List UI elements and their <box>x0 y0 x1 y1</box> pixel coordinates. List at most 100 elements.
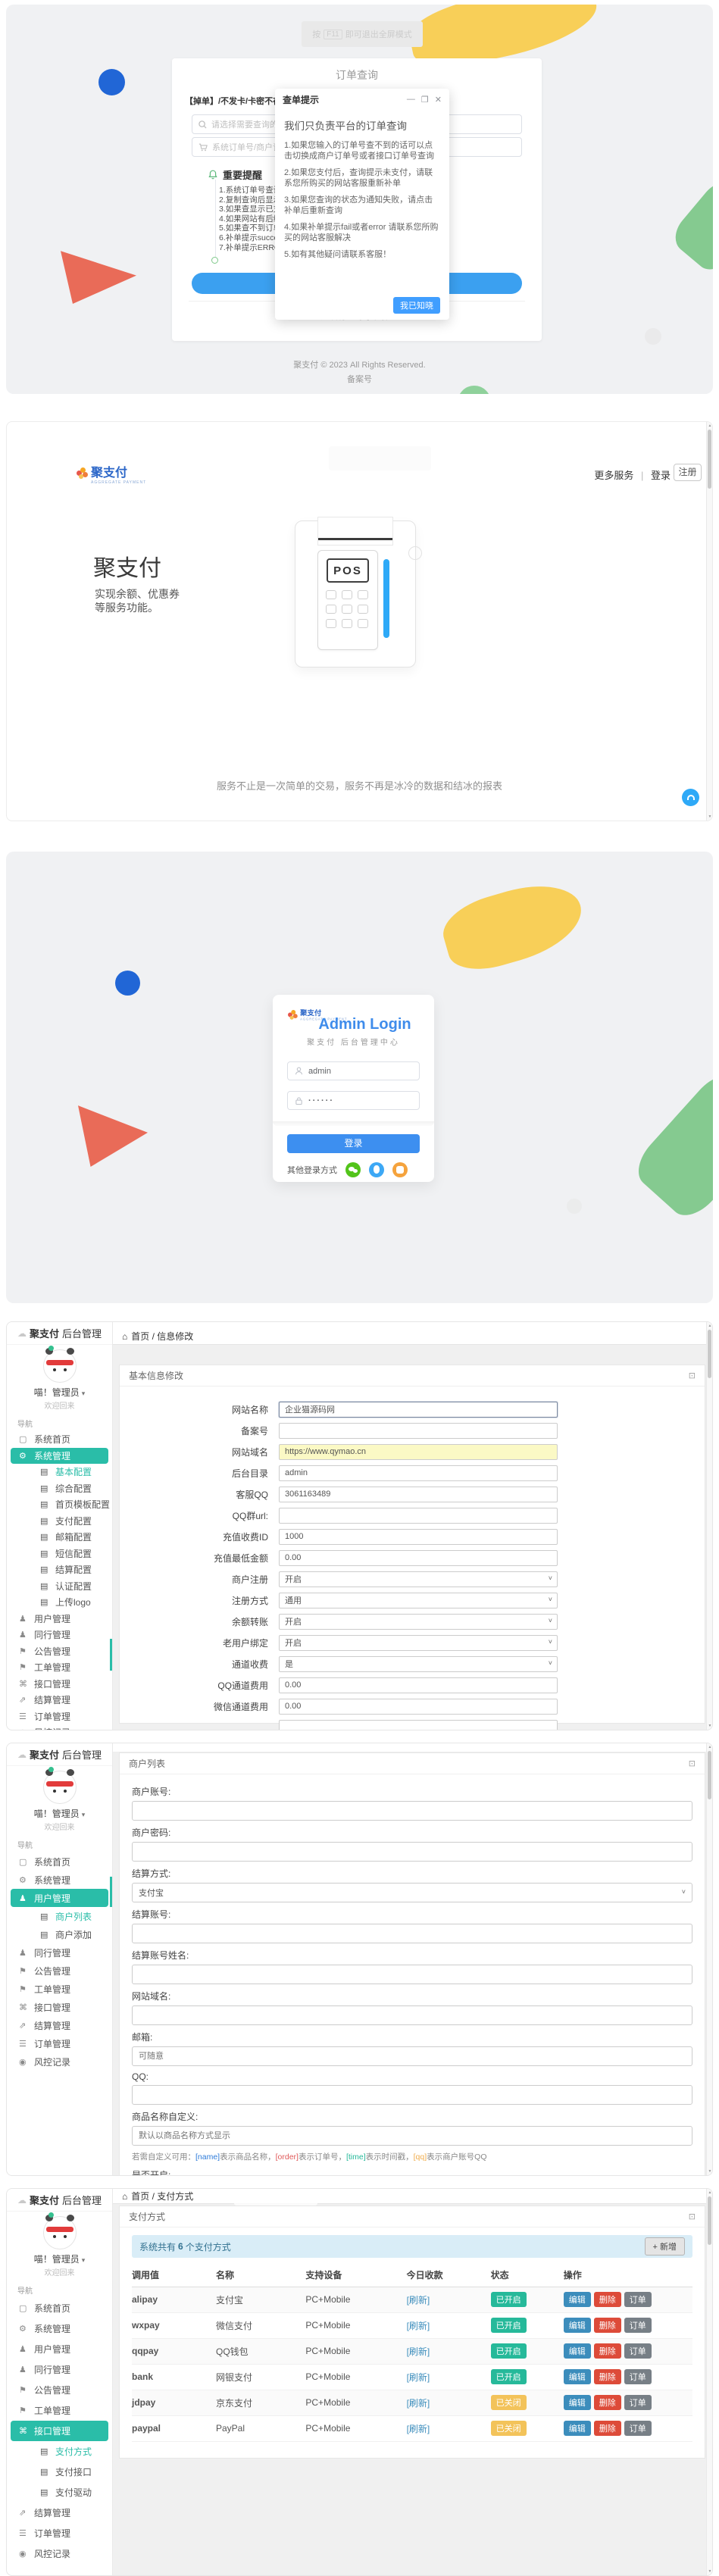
delete-button[interactable]: 删除 <box>593 2369 621 2384</box>
customer-service-button[interactable] <box>682 789 699 806</box>
field-input[interactable] <box>279 1655 558 1672</box>
field-input[interactable] <box>132 1801 692 1821</box>
sidebar-item[interactable]: 接口管理 <box>11 2421 108 2441</box>
sidebar-item[interactable]: 支付接口 <box>7 2462 112 2482</box>
sidebar-item[interactable]: 系统首页 <box>7 1852 112 1871</box>
field-input[interactable] <box>132 2085 692 2105</box>
sidebar-item[interactable]: 工单管理 <box>7 2400 112 2421</box>
admin-username[interactable]: 喵！管理员 ▾ <box>33 2254 86 2265</box>
field-input[interactable] <box>132 2005 692 2025</box>
field-input[interactable] <box>132 2046 692 2066</box>
order-button[interactable]: 订单 <box>624 2292 652 2307</box>
sidebar-item[interactable]: 系统管理 <box>7 1871 112 1889</box>
login-button[interactable]: 登录 <box>287 1134 420 1153</box>
sidebar-item[interactable]: 基本配置 <box>7 1464 112 1480</box>
qq-login-icon[interactable] <box>369 1162 384 1177</box>
sidebar-item[interactable]: 综合配置 <box>7 1480 112 1497</box>
sidebar-item[interactable]: 同行管理 <box>7 1943 112 1962</box>
fullscreen-toggle-icon[interactable]: ⊡ <box>688 1759 696 1768</box>
site-logo[interactable]: 聚支付 AGGREGATE PAYMENT <box>77 467 146 485</box>
password-field[interactable]: ······ <box>287 1091 420 1110</box>
sidebar-item[interactable]: 接口管理 <box>7 1998 112 2016</box>
refresh-link[interactable]: [刷新] <box>406 2423 430 2434</box>
sidebar-item[interactable]: 订单管理 <box>7 1708 112 1725</box>
page-scrollbar[interactable]: ▲ ▼ <box>706 2189 712 2575</box>
close-icon[interactable]: ✕ <box>434 95 442 105</box>
sidebar-item[interactable]: 结算管理 <box>7 1692 112 1708</box>
maximize-icon[interactable]: ❐ <box>420 95 429 105</box>
sidebar-item[interactable]: 系统管理 <box>7 2318 112 2339</box>
field-input[interactable] <box>279 1507 558 1524</box>
page-scrollbar[interactable]: ▲ ▼ <box>706 1743 712 2175</box>
avatar[interactable] <box>42 1346 77 1383</box>
field-input[interactable] <box>132 2126 692 2146</box>
add-method-button[interactable]: + 新增 <box>644 2237 685 2256</box>
sidebar-item[interactable]: 风控记录 <box>7 2052 112 2071</box>
admin-username[interactable]: 喵！管理员 ▾ <box>33 1809 86 1819</box>
minimize-icon[interactable]: — <box>406 95 415 104</box>
field-input[interactable] <box>279 1401 558 1418</box>
sidebar-item[interactable]: 首页模板配置 <box>7 1496 112 1513</box>
field-input[interactable] <box>279 1634 558 1651</box>
sidebar-item[interactable]: 系统首页 <box>7 1431 112 1448</box>
order-button[interactable]: 订单 <box>624 2421 652 2436</box>
sidebar-item[interactable]: 订单管理 <box>7 2034 112 2052</box>
nav-login[interactable]: 登录 <box>650 470 671 481</box>
field-input[interactable] <box>279 1677 558 1693</box>
order-button[interactable]: 订单 <box>624 2343 652 2359</box>
refresh-link[interactable]: [刷新] <box>406 2371 430 2383</box>
sidebar-item[interactable]: 结算管理 <box>7 2503 112 2523</box>
sidebar-item[interactable]: 系统首页 <box>7 2298 112 2318</box>
sidebar-item[interactable]: 支付驱动 <box>7 2482 112 2503</box>
sidebar-item[interactable]: 公告管理 <box>7 2380 112 2400</box>
sidebar-item[interactable]: 订单管理 <box>7 2523 112 2543</box>
sidebar-item[interactable]: 商户列表 <box>7 1907 112 1925</box>
edit-button[interactable]: 编辑 <box>563 2292 591 2307</box>
page-scrollbar[interactable]: ▲ ▼ <box>706 422 712 821</box>
alipay-login-icon[interactable] <box>392 1162 408 1177</box>
sidebar-item[interactable]: 支付配置 <box>7 1513 112 1530</box>
edit-button[interactable]: 编辑 <box>563 2318 591 2333</box>
avatar[interactable] <box>42 1767 77 1804</box>
delete-button[interactable]: 删除 <box>593 2395 621 2410</box>
sidebar-item[interactable]: 短信配置 <box>7 1546 112 1562</box>
order-button[interactable]: 订单 <box>624 2369 652 2384</box>
delete-button[interactable]: 删除 <box>593 2343 621 2359</box>
field-input[interactable] <box>132 1965 692 1984</box>
field-input[interactable] <box>279 1698 558 1715</box>
refresh-link[interactable]: [刷新] <box>406 2294 430 2306</box>
refresh-link[interactable]: [刷新] <box>406 2320 430 2331</box>
sidebar-item[interactable]: 工单管理 <box>7 1980 112 1998</box>
sidebar-item[interactable]: 风控记录 <box>7 2543 112 2564</box>
edit-button[interactable]: 编辑 <box>563 2369 591 2384</box>
order-button[interactable]: 订单 <box>624 2395 652 2410</box>
field-input[interactable] <box>279 1549 558 1566</box>
sidebar-item[interactable]: 接口管理 <box>7 1676 112 1693</box>
field-input[interactable] <box>279 1528 558 1545</box>
edit-button[interactable]: 编辑 <box>563 2343 591 2359</box>
wechat-login-icon[interactable] <box>345 1162 361 1177</box>
sidebar-item[interactable]: 邮箱配置 <box>7 1529 112 1546</box>
sidebar-item[interactable]: 商户添加 <box>7 1925 112 1943</box>
delete-button[interactable]: 删除 <box>593 2292 621 2307</box>
refresh-link[interactable]: [刷新] <box>406 2397 430 2409</box>
field-input[interactable] <box>279 1613 558 1630</box>
field-input[interactable] <box>279 1443 558 1460</box>
fullscreen-toggle-icon[interactable]: ⊡ <box>688 2212 696 2221</box>
field-input[interactable] <box>279 1486 558 1502</box>
sidebar-item[interactable]: 用户管理 <box>7 1611 112 1627</box>
nav-more-services[interactable]: 更多服务 <box>594 470 634 481</box>
sidebar-item[interactable]: 结算配置 <box>7 1562 112 1578</box>
register-button[interactable]: 注册 <box>674 464 702 481</box>
field-input[interactable] <box>132 1842 692 1862</box>
delete-button[interactable]: 删除 <box>593 2318 621 2333</box>
field-input[interactable] <box>132 1924 692 1943</box>
sidebar-scrollbar[interactable] <box>110 1877 112 1907</box>
refresh-link[interactable]: [刷新] <box>406 2346 430 2357</box>
delete-button[interactable]: 删除 <box>593 2421 621 2436</box>
fullscreen-toggle-icon[interactable]: ⊡ <box>688 1371 696 1380</box>
avatar[interactable] <box>42 2212 77 2249</box>
sidebar-item[interactable]: 风控记录 <box>7 1724 112 1730</box>
confirm-button[interactable]: 我已知晓 <box>393 297 440 314</box>
sidebar-item[interactable]: 上传logo <box>7 1594 112 1611</box>
